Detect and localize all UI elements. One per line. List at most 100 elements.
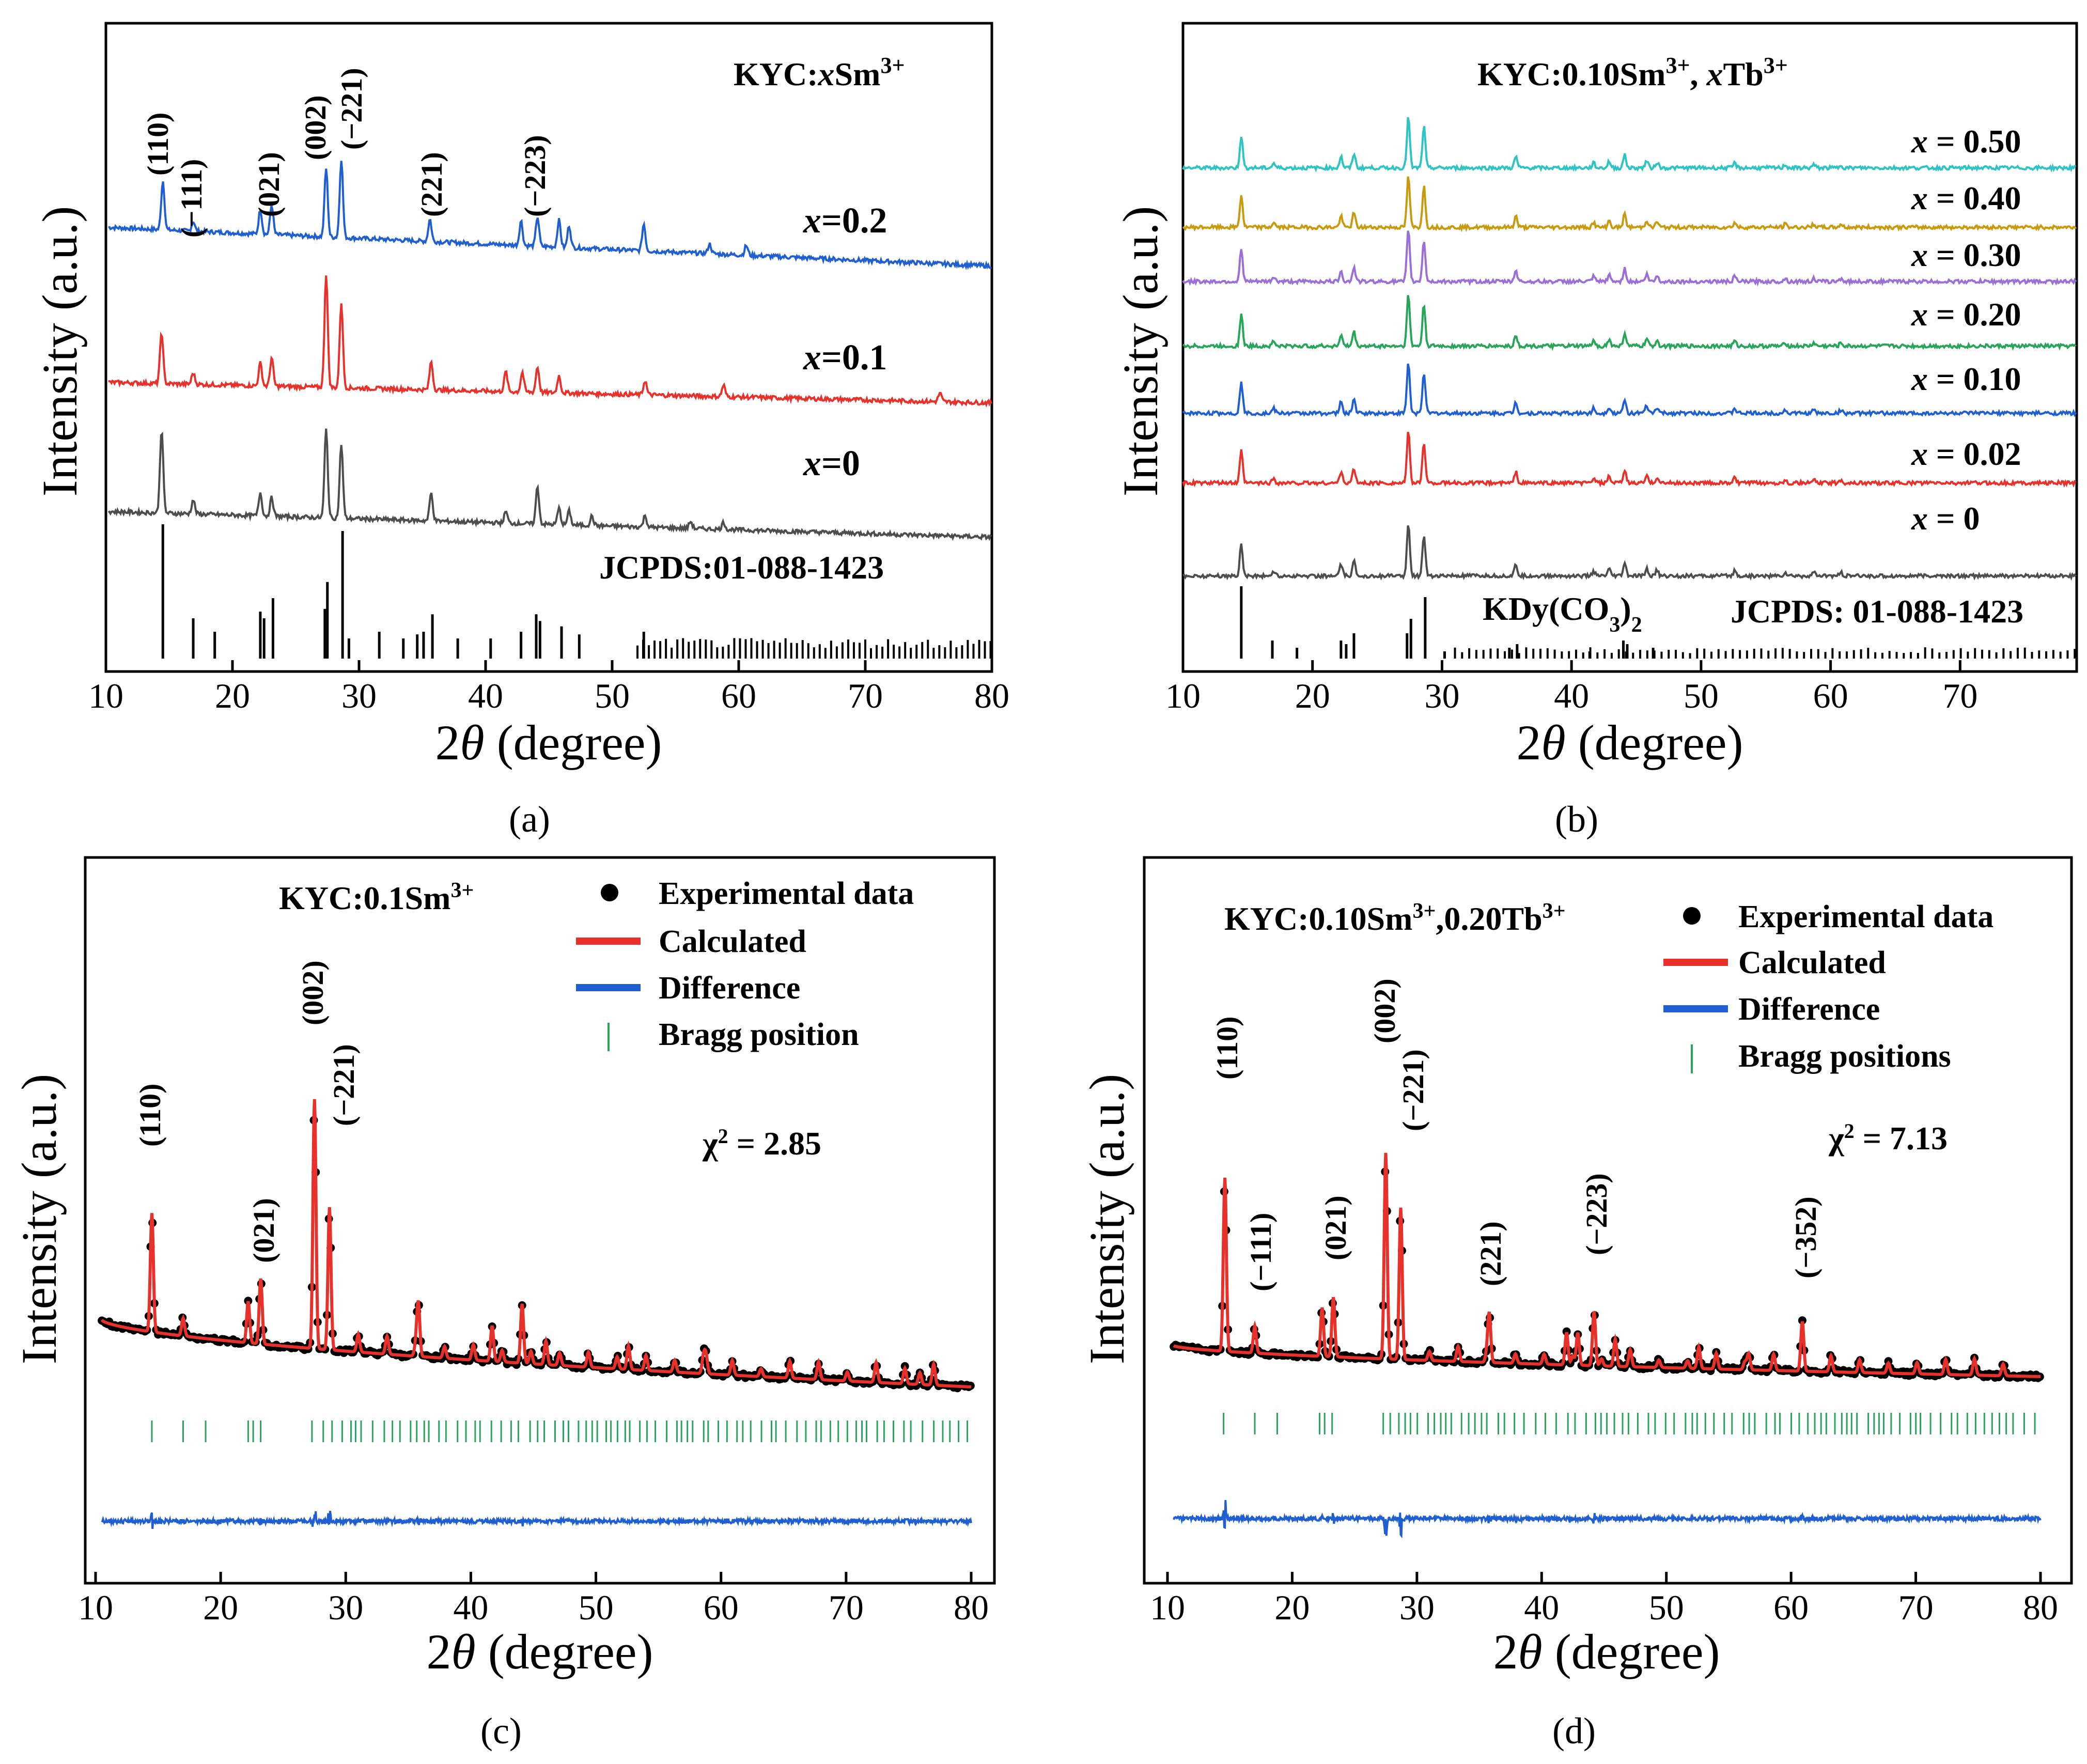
panel-b-ref-compound: KDy(CO3)2: [1483, 590, 1642, 637]
panel-b-label-x0: x = 0: [1911, 500, 1980, 537]
panel-c: 10 20 30 40 50 60 70 80 KYC:0.1Sm3+ Experimenta…: [11, 856, 996, 1752]
x-tick-label: 10: [1165, 676, 1201, 715]
panel-d-peak-m111: (−111): [1244, 1213, 1278, 1291]
panel-b-label-x002: x = 0.02: [1911, 435, 2021, 472]
panel-b-label-x020: x = 0.20: [1911, 296, 2021, 333]
panel-d-bragg-ticks: [1223, 1413, 2036, 1434]
x-tick-label: 40: [1524, 1588, 1559, 1627]
panel-b-reference-label: JCPDS: 01-088-1423: [1731, 593, 2023, 630]
panel-a-trace-x0: [107, 428, 992, 541]
panel-d-legend: Experimental data Calculated Difference …: [1663, 899, 1993, 1074]
panel-b-label-x050: x = 0.50: [1911, 123, 2021, 160]
panel-c-x-axis-title: 2θ (degree): [427, 1624, 653, 1679]
x-tick-label: 70: [1898, 1588, 1934, 1627]
panel-b-trace: [1182, 117, 2076, 173]
x-tick-label: 10: [1150, 1588, 1185, 1627]
panel-d-peak-m221: (−221): [1396, 1049, 1430, 1131]
panel-a-x-axis-title: 2θ (degree): [435, 715, 662, 770]
panel-c-peak-110: (110): [133, 1084, 167, 1147]
panel-a-caption: (a): [509, 799, 550, 840]
x-tick-label: 80: [954, 1588, 989, 1627]
panel-c-difference-curve: [101, 1510, 972, 1529]
panel-a-label-x02: x=0.2: [803, 201, 887, 241]
panel-a-reference-lines: [161, 524, 992, 659]
panel-d-caption: (d): [1552, 1710, 1596, 1752]
panel-a-peak-m111: (−111): [175, 159, 208, 238]
legend-calculated-label: Calculated: [1738, 945, 1886, 980]
panel-d-difference-curve: [1173, 1500, 2042, 1539]
panel-b-title: KYC:0.10Sm3+, xTb3+: [1477, 53, 1788, 93]
panel-d-title: KYC:0.10Sm3+,0.20Tb3+: [1224, 899, 1566, 937]
panel-a-peak-m223: (−223): [518, 135, 552, 217]
panel-d-axes-frame: [1143, 856, 2073, 1585]
panel-b-traces: [1182, 117, 2077, 581]
panel-d-calculated-curve: [1173, 1152, 2041, 1378]
panel-a-peak-110: (110): [141, 113, 175, 176]
x-tick-label: 50: [1684, 676, 1719, 715]
panel-a-trace-x01: [108, 275, 992, 408]
panel-c-peak-002: (002): [296, 960, 330, 1025]
panel-b-label-x030: x = 0.30: [1911, 237, 2021, 273]
x-tick-label: 80: [974, 676, 1009, 715]
panel-b-trace: [1182, 525, 2077, 581]
panel-d-peak-002: (002): [1368, 978, 1401, 1043]
panel-a-traces: [107, 161, 992, 659]
panel-a-trace-x02: [108, 161, 992, 271]
x-tick-label: 10: [78, 1588, 113, 1627]
panel-c-title: KYC:0.1Sm3+: [279, 879, 474, 916]
x-tick-label: 20: [1295, 676, 1330, 715]
panel-a: 10 20 30 40 50 60 70 80 KYC:xSm3+ x=0.2 x=0.1 x…: [32, 22, 1009, 840]
experimental-point: [1562, 1327, 1571, 1336]
panel-a-peak-221: (221): [415, 152, 448, 217]
x-tick-label: 60: [704, 1588, 739, 1627]
panel-a-axes-frame: [104, 22, 993, 673]
panel-d-x-ticks: 10 20 30 40 50 60 70 80: [1150, 1572, 2058, 1627]
panel-c-x-ticks: 10 20 30 40 50 60 70 80: [78, 1572, 989, 1627]
x-tick-label: 30: [1399, 1588, 1435, 1627]
x-tick-label: 40: [1554, 676, 1589, 715]
panel-b: 10 20 30 40 50 60 70 KYC:0.10Sm3+, xTb3+ x = 0…: [1113, 22, 2078, 840]
panel-a-peak-m221: (−221): [335, 68, 368, 150]
legend-bragg-label: Bragg position: [659, 1017, 859, 1052]
panel-d-y-axis-title: Intensity (a.u.): [1079, 1074, 1134, 1365]
panel-b-trace: [1182, 295, 2077, 351]
panel-c-caption: (c): [480, 1710, 522, 1752]
x-tick-label: 30: [1424, 676, 1459, 715]
legend-difference-label: Difference: [1738, 992, 1880, 1027]
panel-b-reference-lines: [1240, 586, 2076, 659]
panel-b-caption: (b): [1555, 799, 1598, 840]
panel-b-axes-frame: [1181, 22, 2078, 673]
panel-b-y-axis-title: Intensity (a.u.): [1113, 206, 1168, 497]
panel-b-trace: [1182, 363, 2077, 418]
panel-d-peak-021: (021): [1319, 1195, 1352, 1260]
x-tick-label: 10: [88, 676, 123, 715]
panel-b-x-ticks: 10 20 30 40 50 60 70: [1165, 660, 1977, 715]
x-tick-label: 20: [203, 1588, 238, 1627]
panel-c-peak-021: (021): [247, 1198, 281, 1263]
legend-bragg-label: Bragg positions: [1738, 1039, 1951, 1074]
x-tick-label: 80: [2023, 1588, 2058, 1627]
panel-d: 10 20 30 40 50 60 70 80 KYC:0.10Sm3+,0.20Tb3+ E…: [1079, 856, 2073, 1752]
x-tick-label: 40: [453, 1588, 488, 1627]
x-tick-label: 20: [215, 676, 250, 715]
x-tick-label: 40: [468, 676, 503, 715]
panel-b-trace: [1182, 176, 2077, 232]
panel-c-legend: Experimental data Calculated Difference …: [576, 876, 914, 1052]
panel-c-y-axis-title: Intensity (a.u.): [11, 1074, 67, 1365]
x-tick-label: 60: [1813, 676, 1848, 715]
panel-b-label-x010: x = 0.10: [1911, 361, 2021, 397]
panel-a-label-x01: x=0.1: [803, 338, 887, 378]
experimental-point: [244, 1297, 253, 1305]
panel-a-reference-label: JCPDS:01-088-1423: [599, 549, 884, 586]
panel-a-title: KYC:xSm3+: [734, 53, 905, 93]
panel-c-chi-square: χ2 = 2.85: [702, 1125, 821, 1162]
x-tick-label: 70: [848, 676, 883, 715]
x-tick-label: 30: [328, 1588, 363, 1627]
panel-d-peak-m352: (−352): [1789, 1196, 1823, 1278]
panel-a-peak-002: (002): [299, 95, 332, 160]
panel-d-peak-110: (110): [1210, 1017, 1244, 1080]
panel-c-experimental-points: [98, 1116, 975, 1393]
x-tick-label: 30: [341, 676, 377, 715]
panel-c-calculated-curve: [100, 1099, 972, 1388]
panel-d-x-axis-title: 2θ (degree): [1493, 1624, 1720, 1679]
